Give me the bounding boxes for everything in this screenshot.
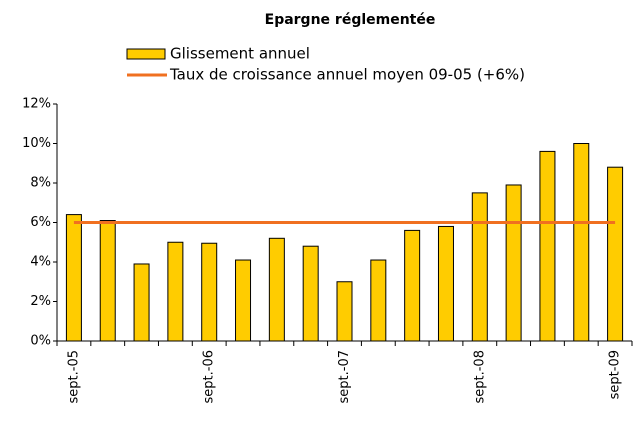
bar (607, 166, 624, 342)
bar (471, 192, 488, 342)
x-tick-label: sept.-08 (472, 350, 487, 404)
x-tick-label: sept.-06 (202, 350, 217, 404)
chart-title: Epargne réglementée (265, 12, 436, 28)
y-tick-label: 6% (30, 215, 51, 230)
y-tick-label: 0% (30, 334, 51, 349)
y-tick-label: 10% (22, 136, 51, 151)
bar (437, 225, 454, 342)
bar (370, 259, 387, 342)
bar (505, 184, 522, 342)
legend-label: Glissement annuel (170, 45, 310, 63)
bar (302, 245, 319, 342)
bar (201, 242, 218, 342)
bar (235, 259, 252, 342)
x-tick-label: sept.-05 (66, 350, 81, 404)
y-tick-label: 4% (30, 255, 51, 270)
bar (539, 150, 556, 342)
bar (404, 229, 421, 342)
bar (133, 263, 150, 342)
y-tick-label: 8% (30, 176, 51, 191)
y-tick-label: 2% (30, 294, 51, 309)
x-tick-label: sept.-07 (337, 350, 352, 404)
bar (268, 237, 285, 342)
y-tick-label: 12% (22, 97, 51, 112)
legend-swatch (126, 48, 166, 60)
legend-label: Taux de croissance annuel moyen 09-05 (+… (169, 66, 525, 84)
bar (99, 220, 116, 342)
x-tick-label: sept-09 (608, 350, 623, 399)
bar (65, 214, 82, 342)
bar (336, 281, 353, 342)
bar (167, 241, 184, 342)
bar (573, 143, 590, 342)
